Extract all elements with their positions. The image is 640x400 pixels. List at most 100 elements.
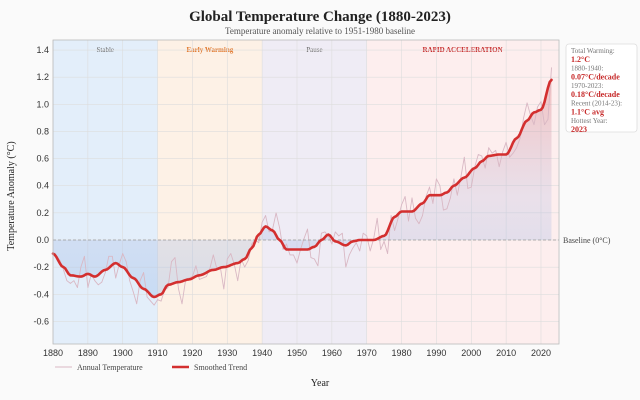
annual-point [376, 217, 378, 219]
annual-point [523, 117, 524, 119]
annual-point [174, 257, 176, 259]
stat-value: 0.18°C/decade [571, 90, 620, 99]
annual-point [167, 287, 169, 288]
y-tick-label: 0.6 [36, 154, 49, 164]
annual-point [331, 243, 333, 245]
annual-point [83, 255, 85, 257]
annual-point [77, 287, 78, 288]
x-tick-label: 1910 [148, 348, 168, 358]
annual-point [122, 253, 124, 254]
annual-point [307, 228, 308, 230]
annual-point [394, 230, 395, 231]
annual-point [80, 266, 82, 268]
annual-point [101, 281, 103, 283]
annual-point [251, 243, 253, 245]
annual-point [146, 296, 148, 298]
y-tick-label: 0.8 [36, 126, 49, 136]
region-band [53, 40, 158, 344]
stat-label: Hottest Year: [571, 117, 608, 125]
annual-point [366, 235, 368, 237]
annual-point [477, 154, 479, 155]
annual-point [115, 277, 117, 279]
annual-point [178, 288, 179, 290]
annual-point [491, 152, 493, 154]
annual-point [432, 202, 434, 204]
annual-point [202, 277, 204, 279]
annual-point [293, 254, 294, 256]
annual-point [129, 280, 131, 282]
plot-frame [52, 39, 560, 345]
y-tick-label: -0.6 [33, 316, 49, 326]
annual-point [104, 272, 106, 273]
annual-point [390, 215, 392, 216]
annual-point [223, 288, 225, 290]
annual-point [544, 124, 545, 126]
region-band [262, 40, 367, 344]
annual-point [383, 240, 385, 242]
x-tick-label: 1980 [392, 348, 412, 358]
x-tick-label: 1970 [357, 348, 377, 358]
x-tick-label: 1900 [113, 348, 133, 358]
y-tick-label: 0.0 [36, 235, 49, 245]
annual-point [324, 231, 326, 233]
stat-label: Recent (2014-23): [571, 100, 622, 108]
annual-point [453, 178, 455, 180]
annual-point [355, 242, 357, 244]
annual-point [310, 257, 312, 259]
annual-point [359, 250, 361, 252]
annual-point [481, 155, 483, 157]
annual-point [397, 217, 399, 219]
annual-point [401, 204, 402, 206]
annual-point [209, 268, 211, 269]
x-tick-label: 1950 [287, 348, 307, 358]
annual-point [63, 269, 64, 271]
annual-point [125, 261, 127, 263]
annual-point [261, 221, 263, 223]
smoothed-trend-line [51, 78, 553, 299]
annual-point [429, 186, 430, 188]
annual-point [512, 152, 514, 154]
annual-point [195, 265, 197, 267]
annual-point [303, 238, 305, 240]
annual-point [415, 217, 416, 219]
legend: Annual Temperature Smoothed Trend [55, 363, 247, 372]
annual-point [498, 166, 500, 168]
annual-point [446, 208, 448, 210]
annual-point [502, 151, 504, 153]
x-tick-label: 2010 [496, 348, 516, 358]
stats-box: Total Warming:1.2°C1880-1940:0.07°C/deca… [565, 43, 638, 134]
annual-point [352, 247, 354, 249]
baseline-label: Baseline (0°C) [563, 236, 611, 245]
annual-point [348, 254, 350, 256]
x-tick-label: 2020 [531, 348, 551, 358]
annual-point [436, 178, 437, 180]
x-tick-label: 1920 [182, 348, 202, 358]
annual-point [380, 249, 382, 250]
legend-annual-label: Annual Temperature [77, 363, 143, 372]
y-tick-label: 1.4 [36, 45, 49, 55]
annual-point [411, 197, 413, 199]
annual-point [463, 156, 465, 158]
annual-point [157, 299, 158, 301]
annual-point [108, 255, 110, 257]
annual-point [296, 262, 298, 264]
annual-point [408, 220, 409, 222]
x-tick-label: 1890 [78, 348, 98, 358]
annual-point [265, 215, 267, 216]
annual-point [143, 272, 145, 273]
annual-point [470, 186, 472, 188]
annual-point [547, 118, 549, 120]
annual-point [509, 156, 511, 158]
annual-point [526, 102, 528, 104]
annual-point [94, 280, 96, 282]
annual-point [73, 280, 75, 282]
annual-point [230, 253, 232, 254]
annual-point [484, 167, 486, 169]
chart-subtitle: Temperature anomaly relative to 1951-198… [225, 26, 415, 36]
stat-label: 1970-2023: [571, 82, 603, 90]
legend-smoothed-label: Smoothed Trend [194, 363, 247, 372]
y-axis-label: Temperature Anomaly (°C) [6, 141, 17, 250]
annual-point [516, 147, 517, 149]
annual-point [286, 243, 287, 245]
annual-point [247, 259, 249, 261]
